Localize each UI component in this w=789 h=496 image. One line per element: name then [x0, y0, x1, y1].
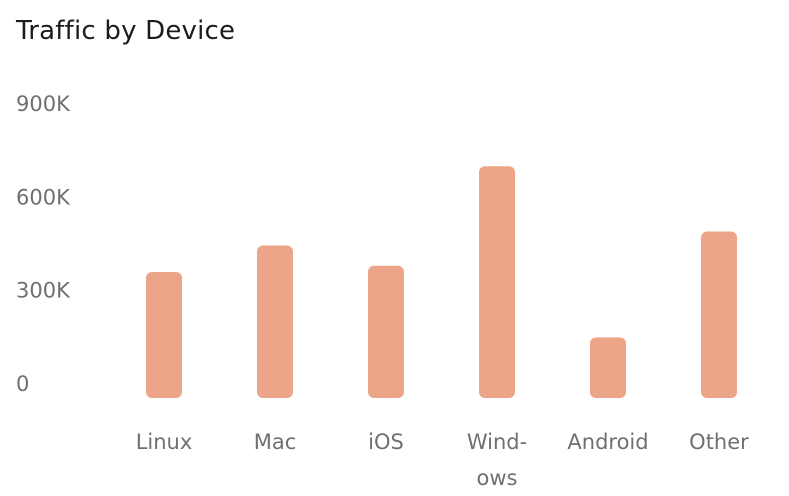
x-tick-label: Android	[567, 430, 648, 454]
bar-windows[interactable]	[479, 166, 515, 398]
bar-mac[interactable]	[257, 245, 293, 398]
x-tick-label: Other	[689, 430, 749, 454]
x-tick-label: Mac	[254, 430, 297, 454]
bar-other[interactable]	[701, 231, 737, 398]
x-tick-label: Wind-ows	[467, 430, 527, 490]
y-axis: 0 300K 600K 900K	[16, 92, 71, 396]
bar-ios[interactable]	[368, 265, 404, 398]
y-tick-label: 300K	[16, 279, 71, 303]
x-tick-label: Linux	[136, 430, 193, 454]
x-axis: Linux Mac iOS Wind-ows Android Other	[136, 430, 749, 490]
bar-android[interactable]	[590, 337, 626, 398]
x-tick-label: iOS	[368, 430, 404, 454]
y-tick-label: 900K	[16, 92, 71, 116]
bar-linux[interactable]	[146, 272, 182, 398]
bars	[146, 166, 737, 398]
y-tick-label: 600K	[16, 185, 71, 209]
chart-title: Traffic by Device	[16, 16, 236, 46]
y-tick-label: 0	[16, 372, 29, 396]
